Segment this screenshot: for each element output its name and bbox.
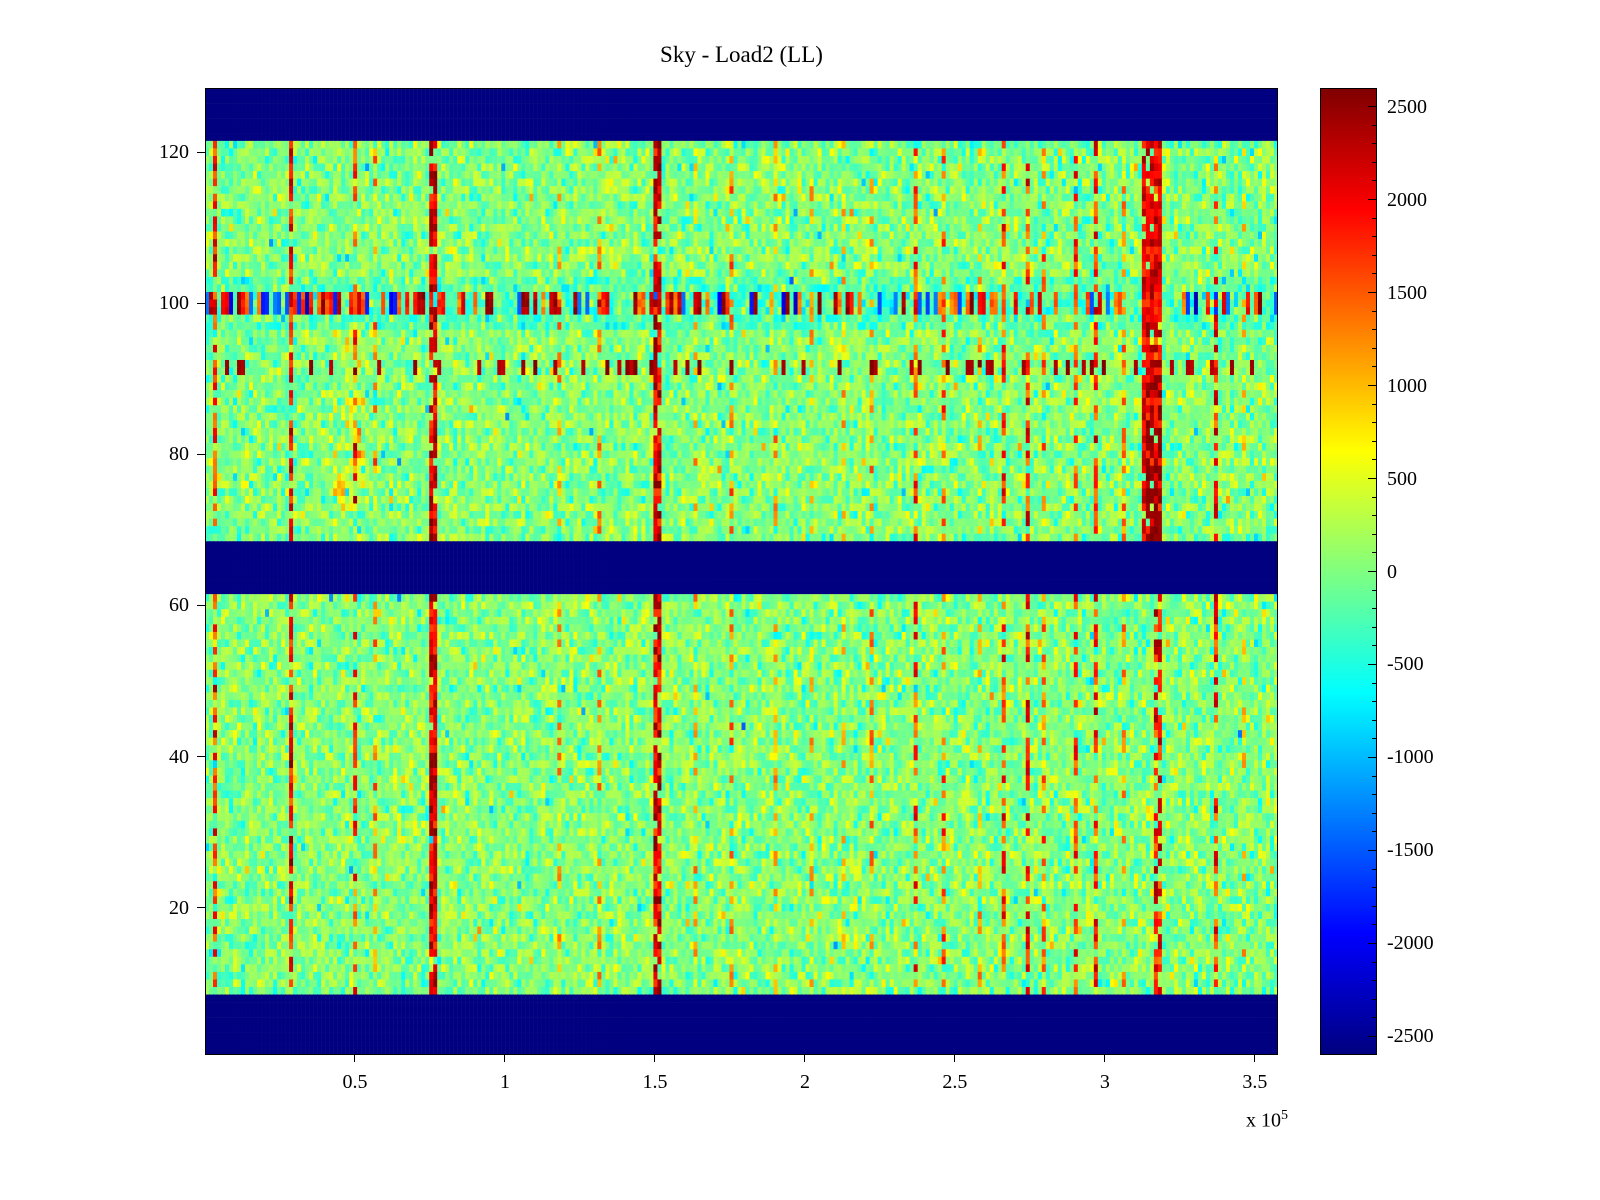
colorbar-minor-tick: [1372, 310, 1376, 312]
x-axis-exponent-power: 5: [1281, 1108, 1288, 1123]
colorbar-minor-tick: [1372, 905, 1376, 907]
colorbar-tick: [1368, 478, 1376, 480]
colorbar-minor-tick: [1372, 273, 1376, 275]
x-tick-label: 2.5: [942, 1071, 968, 1093]
heatmap-canvas: [205, 88, 1278, 1055]
colorbar-minor-tick: [1372, 459, 1376, 461]
y-tick: [197, 151, 205, 153]
x-tick: [804, 1055, 806, 1062]
colorbar-minor-tick: [1372, 403, 1376, 405]
colorbar-minor-tick: [1372, 998, 1376, 1000]
colorbar-tick-label: 2500: [1387, 95, 1427, 118]
x-tick-label: 0.5: [342, 1071, 368, 1093]
colorbar-minor-tick: [1372, 831, 1376, 833]
colorbar-tick-label: 500: [1387, 467, 1417, 490]
colorbar-minor-tick: [1372, 589, 1376, 591]
colorbar-tick: [1368, 106, 1376, 108]
colorbar-minor-tick: [1372, 347, 1376, 349]
y-tick-label: 120: [159, 141, 189, 164]
colorbar-tick: [1368, 292, 1376, 294]
colorbar-tick-label: -2000: [1387, 932, 1434, 955]
colorbar-minor-tick: [1372, 1017, 1376, 1019]
colorbar-tick: [1368, 199, 1376, 201]
colorbar-tick-label: -500: [1387, 653, 1424, 676]
y-tick-label: 80: [169, 443, 189, 466]
y-tick-label: 40: [169, 745, 189, 768]
colorbar-tick: [1368, 1035, 1376, 1037]
x-tick-label: 1: [499, 1071, 510, 1093]
colorbar-minor-tick: [1372, 217, 1376, 219]
colorbar-minor-tick: [1372, 329, 1376, 331]
colorbar-minor-tick: [1372, 422, 1376, 424]
y-tick: [197, 756, 205, 758]
x-tick: [654, 1055, 656, 1062]
colorbar-tick: [1368, 942, 1376, 944]
colorbar-tick-label: -1500: [1387, 839, 1434, 862]
colorbar-canvas: [1320, 88, 1377, 1055]
x-axis-exponent-base: x 10: [1246, 1109, 1281, 1132]
colorbar-minor-tick: [1372, 812, 1376, 814]
colorbar-minor-tick: [1372, 980, 1376, 982]
colorbar-minor-tick: [1372, 254, 1376, 256]
colorbar-minor-tick: [1372, 161, 1376, 163]
colorbar-tick-label: 1000: [1387, 374, 1427, 397]
x-tick-label: 2: [799, 1071, 810, 1093]
colorbar-minor-tick: [1372, 961, 1376, 963]
x-tick-label: 3.5: [1242, 1071, 1268, 1093]
colorbar-minor-tick: [1372, 682, 1376, 684]
colorbar-tick-label: 0: [1387, 560, 1397, 583]
x-tick-label: 3: [1099, 1071, 1110, 1093]
colorbar-minor-tick: [1372, 440, 1376, 442]
x-tick: [504, 1055, 506, 1062]
colorbar-minor-tick: [1372, 924, 1376, 926]
colorbar-tick-label: 1500: [1387, 281, 1427, 304]
colorbar-minor-tick: [1372, 738, 1376, 740]
colorbar-minor-tick: [1372, 868, 1376, 870]
colorbar-tick: [1368, 571, 1376, 572]
y-tick: [197, 907, 205, 909]
colorbar-tick: [1368, 756, 1376, 758]
colorbar-tick: [1368, 663, 1376, 665]
colorbar-minor-tick: [1372, 143, 1376, 145]
colorbar-minor-tick: [1372, 180, 1376, 182]
x-tick: [954, 1055, 956, 1062]
colorbar-minor-tick: [1372, 124, 1376, 126]
y-tick: [197, 302, 205, 304]
chart-title: Sky - Load2 (LL): [660, 42, 823, 67]
colorbar-tick: [1368, 385, 1376, 387]
y-tick: [197, 604, 205, 606]
x-tick: [1104, 1055, 1106, 1062]
colorbar-minor-tick: [1372, 701, 1376, 703]
x-axis-exponent: x 105: [1200, 1108, 1288, 1133]
colorbar-tick: [1368, 849, 1376, 851]
colorbar-minor-tick: [1372, 775, 1376, 777]
x-tick-label: 1.5: [642, 1071, 668, 1093]
colorbar-minor-tick: [1372, 533, 1376, 535]
y-tick-label: 20: [169, 896, 189, 919]
colorbar-tick-label: -1000: [1387, 746, 1434, 769]
colorbar-tick-label: -2500: [1387, 1025, 1434, 1048]
colorbar-tick-label: 2000: [1387, 188, 1427, 211]
y-tick: [197, 453, 205, 455]
colorbar-minor-tick: [1372, 236, 1376, 238]
colorbar-minor-tick: [1372, 719, 1376, 721]
colorbar-minor-tick: [1372, 645, 1376, 647]
y-tick-label: 100: [159, 292, 189, 315]
colorbar-minor-tick: [1372, 496, 1376, 498]
y-tick-label: 60: [169, 594, 189, 617]
colorbar-minor-tick: [1372, 626, 1376, 628]
colorbar-minor-tick: [1372, 794, 1376, 796]
colorbar-minor-tick: [1372, 552, 1376, 554]
x-tick: [354, 1055, 356, 1062]
colorbar-minor-tick: [1372, 608, 1376, 610]
x-tick: [1254, 1055, 1256, 1062]
colorbar-minor-tick: [1372, 366, 1376, 368]
colorbar-minor-tick: [1372, 515, 1376, 517]
colorbar-minor-tick: [1372, 887, 1376, 889]
